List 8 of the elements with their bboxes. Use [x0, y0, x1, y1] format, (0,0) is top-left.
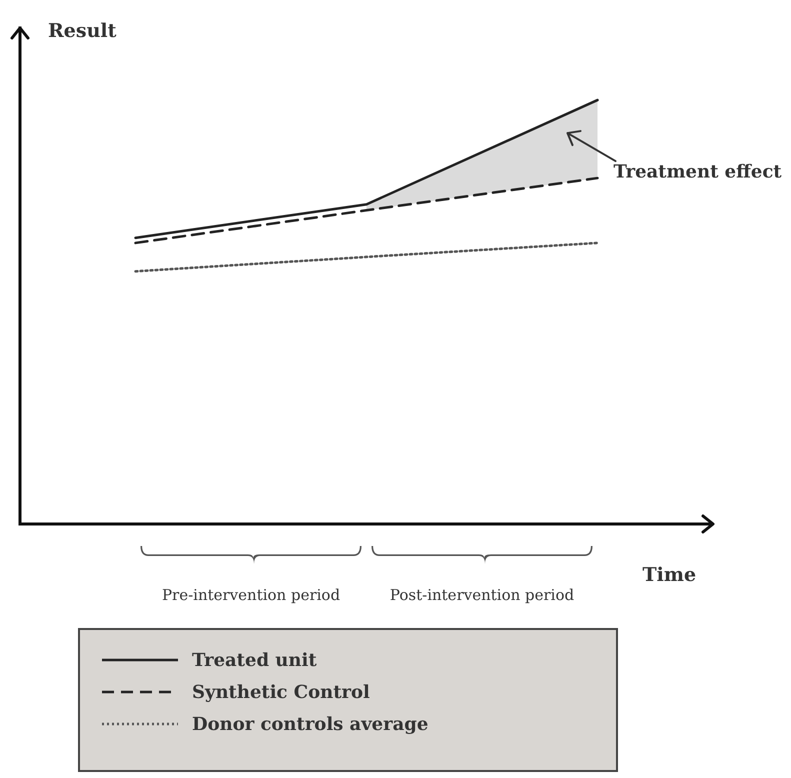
text: Post-intervention period [390, 586, 575, 604]
legend-label: Donor controls average [192, 714, 428, 734]
text: Pre-intervention period [162, 586, 340, 604]
x-axis-title: Time [642, 564, 696, 586]
annotation: Treatment effect [614, 162, 782, 183]
legend-label: Treated unit [192, 650, 317, 670]
y-axis-title: Result [48, 20, 117, 42]
legend-label: Synthetic Control [192, 682, 370, 702]
